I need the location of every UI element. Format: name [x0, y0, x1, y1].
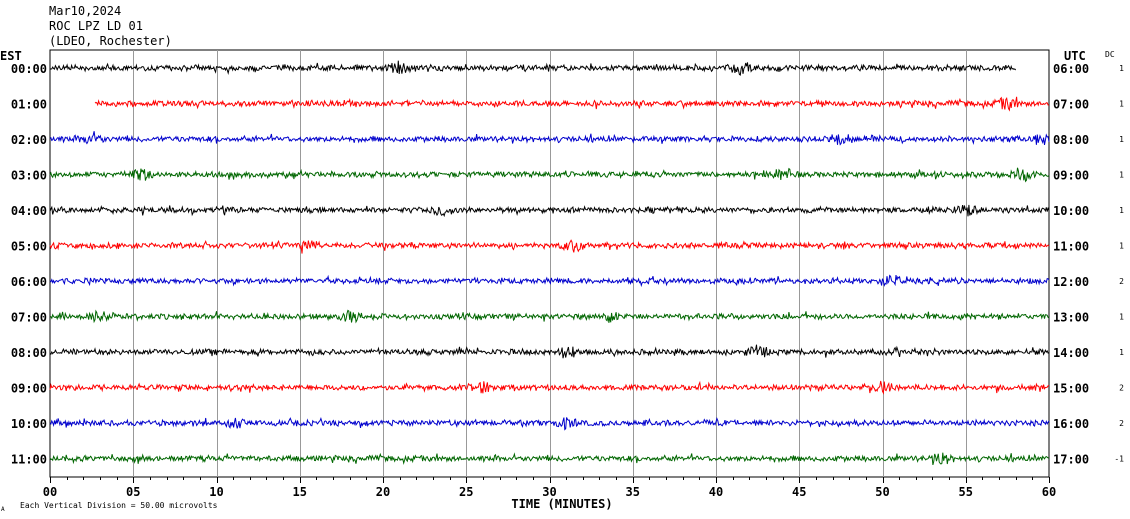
dc-offset-value: -1: [1114, 455, 1124, 464]
x-tick-label: 50: [875, 485, 889, 499]
utc-time-label: 12:00: [1053, 275, 1089, 289]
dc-offset-value: 1: [1119, 348, 1124, 357]
est-time-label: 03:00: [11, 169, 47, 183]
utc-time-label: 06:00: [1053, 62, 1089, 76]
trace-layer: [49, 60, 1050, 466]
est-time-label: 00:00: [11, 62, 47, 76]
seismic-trace: [49, 380, 1050, 395]
x-tick-label: 00: [43, 485, 57, 499]
utc-time-label: 11:00: [1053, 240, 1089, 254]
dc-header-label: DC: [1105, 50, 1115, 59]
x-axis-title: TIME (MINUTES): [511, 497, 612, 511]
utc-time-label: 07:00: [1053, 98, 1089, 112]
seismic-trace: [49, 309, 1050, 324]
dc-offset-value: 1: [1119, 206, 1124, 215]
utc-time-label: 10:00: [1053, 204, 1089, 218]
x-tick-label: 40: [709, 485, 723, 499]
utc-time-label: 17:00: [1053, 453, 1089, 467]
x-tick-label: 35: [626, 485, 640, 499]
station-label: ROC LPZ LD 01: [49, 19, 143, 33]
x-tick-label: 45: [792, 485, 806, 499]
seismic-trace: [49, 204, 1050, 218]
seismic-trace: [49, 131, 1050, 146]
est-time-label: 02:00: [11, 133, 47, 147]
seismic-trace: [49, 344, 1050, 359]
dc-offset-value: 2: [1119, 419, 1124, 428]
est-time-label: 07:00: [11, 311, 47, 325]
corner-mark: A: [1, 506, 5, 513]
est-zone-label: EST: [0, 49, 22, 63]
dc-offset-value: 2: [1119, 384, 1124, 393]
label-layer: 00 05 10 15 20 25 30 35 40 45 50 55 60 00:00 06:00 1 01:…: [11, 62, 1124, 499]
utc-time-label: 08:00: [1053, 133, 1089, 147]
dc-offset-value: 1: [1119, 100, 1124, 109]
utc-time-label: 09:00: [1053, 169, 1089, 183]
x-tick-label: 55: [959, 485, 973, 499]
plot-frame: [49, 49, 1050, 478]
x-tick-label: 10: [209, 485, 223, 499]
est-time-label: 09:00: [11, 382, 47, 396]
utc-time-label: 15:00: [1053, 382, 1089, 396]
grid-layer: [49, 49, 1050, 483]
x-tick-label: 60: [1042, 485, 1056, 499]
seismic-trace: [49, 452, 1050, 466]
dc-offset-value: 2: [1119, 277, 1124, 286]
est-time-label: 08:00: [11, 346, 47, 360]
utc-zone-label: UTC: [1064, 49, 1086, 63]
network-label: (LDEO, Rochester): [49, 34, 172, 48]
x-tick-label: 25: [459, 485, 473, 499]
seismic-trace: [49, 60, 1017, 76]
est-time-label: 10:00: [11, 417, 47, 431]
x-tick-label: 30: [542, 485, 556, 499]
seismic-trace: [49, 167, 1050, 183]
dc-offset-value: 1: [1119, 242, 1124, 251]
seismic-trace: [49, 416, 1050, 431]
dc-offset-value: 1: [1119, 135, 1124, 144]
seismic-trace: [49, 239, 1050, 254]
utc-time-label: 16:00: [1053, 417, 1089, 431]
dc-offset-value: 1: [1119, 171, 1124, 180]
x-tick-label: 20: [376, 485, 390, 499]
est-time-label: 11:00: [11, 453, 47, 467]
est-time-label: 04:00: [11, 204, 47, 218]
dc-offset-value: 1: [1119, 313, 1124, 322]
est-time-label: 01:00: [11, 98, 47, 112]
est-time-label: 05:00: [11, 240, 47, 254]
utc-time-label: 13:00: [1053, 311, 1089, 325]
seismic-trace: [94, 96, 1050, 112]
x-tick-label: 15: [293, 485, 307, 499]
dc-offset-value: 1: [1119, 64, 1124, 73]
utc-time-label: 14:00: [1053, 346, 1089, 360]
date-label: Mar10,2024: [49, 4, 122, 18]
x-tick-label: 05: [126, 485, 140, 499]
seismic-trace: [49, 274, 1050, 288]
est-time-label: 06:00: [11, 275, 47, 289]
scale-note: Each Vertical Division = 50.00 microvolt…: [20, 501, 218, 510]
